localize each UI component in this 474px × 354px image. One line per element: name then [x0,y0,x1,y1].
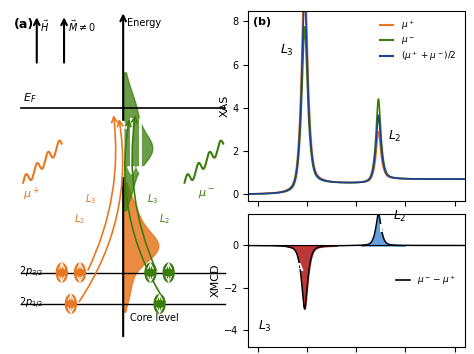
Text: $2p_{3/2}$: $2p_{3/2}$ [18,265,43,280]
Text: $L_2$: $L_2$ [74,212,85,225]
Text: $L_3$: $L_3$ [280,43,294,58]
Text: $L_2$: $L_2$ [159,212,170,225]
Text: $\mu^+$: $\mu^+$ [23,186,40,203]
Circle shape [145,263,156,282]
Text: $\mu^-$: $\mu^-$ [198,188,215,201]
Text: $L_3$: $L_3$ [147,192,158,206]
Circle shape [65,295,76,313]
Y-axis label: XMCD: XMCD [211,264,221,297]
Text: Core level: Core level [130,313,179,323]
Circle shape [74,263,85,282]
Text: (b): (b) [253,17,271,27]
Circle shape [154,295,165,313]
Text: A: A [295,263,304,273]
Text: $\vec{H}$: $\vec{H}$ [40,18,50,34]
Legend: $\mu^--\mu^+$: $\mu^--\mu^+$ [393,270,460,291]
Text: $L_3$: $L_3$ [258,319,272,334]
Text: $E_F$: $E_F$ [23,91,36,105]
Text: $2p_{1/2}$: $2p_{1/2}$ [18,296,43,312]
Text: (a): (a) [14,18,34,32]
Text: B: B [379,224,388,234]
Text: $L_2$: $L_2$ [388,129,402,144]
Legend: $\mu^+$, $\mu^-$, $(\mu^++\mu^-)/2$: $\mu^+$, $\mu^-$, $(\mu^++\mu^-)/2$ [376,15,460,67]
Text: $L_2$: $L_2$ [393,209,407,224]
Text: $\vec{M}{\neq}0$: $\vec{M}{\neq}0$ [68,18,96,34]
Circle shape [163,263,174,282]
Text: Energy: Energy [127,18,161,28]
Circle shape [56,263,67,282]
Y-axis label: XAS: XAS [219,95,229,117]
Text: $L_3$: $L_3$ [85,192,96,206]
